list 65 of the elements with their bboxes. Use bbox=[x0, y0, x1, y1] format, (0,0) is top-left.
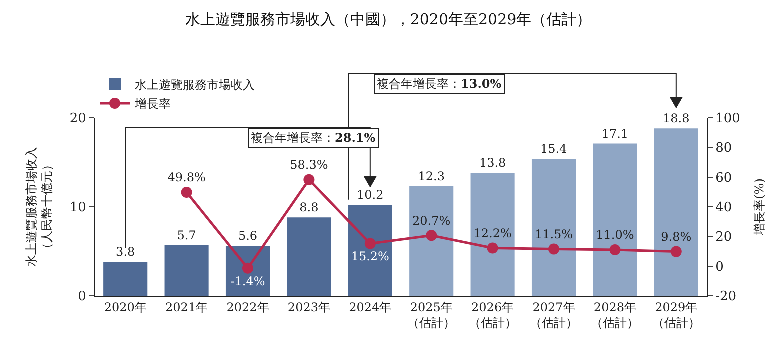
data-label: 3.8 bbox=[116, 245, 136, 260]
data-label: 5.7 bbox=[177, 228, 196, 242]
point bbox=[548, 244, 560, 255]
data-label: 11.0% bbox=[596, 228, 634, 242]
data-label: -1.4% bbox=[230, 274, 266, 288]
data-label: 18.8 bbox=[663, 112, 690, 126]
y-tick-label: 20 bbox=[70, 112, 86, 127]
bar bbox=[348, 205, 392, 296]
y2-tick-label: 20 bbox=[716, 230, 732, 246]
point bbox=[364, 238, 376, 250]
y-tick-label: 0 bbox=[78, 290, 86, 305]
data-label: 20.7% bbox=[412, 214, 451, 228]
bar bbox=[410, 186, 454, 296]
bar bbox=[164, 245, 209, 296]
x-tick-label: 2027年（估計） bbox=[530, 300, 578, 330]
data-label: 5.6 bbox=[238, 229, 258, 244]
y2-tick-label: 80 bbox=[716, 141, 732, 156]
chart-title: 水上遊覽服務市場收入（中國），2020年至2029年（估計） bbox=[185, 10, 592, 28]
bar bbox=[226, 246, 270, 296]
point bbox=[426, 230, 438, 242]
point bbox=[610, 244, 621, 256]
data-label: 15.4 bbox=[540, 142, 568, 156]
legend-label: 增長率 bbox=[134, 97, 171, 112]
x-tick-label: 2024年 bbox=[349, 300, 392, 314]
x-tick-label: 2021年 bbox=[166, 300, 208, 314]
legend-label: 水上遊覽服務市場收入 bbox=[135, 78, 255, 92]
y2-tick-label: 0 bbox=[716, 260, 724, 275]
data-label: 11.5% bbox=[534, 227, 574, 242]
bar bbox=[654, 128, 698, 296]
y-tick-label: 10 bbox=[70, 200, 86, 216]
x-tick-label: 2020年 bbox=[104, 300, 147, 314]
bar bbox=[593, 144, 638, 296]
data-label: 12.2% bbox=[474, 226, 512, 240]
data-label: 13.8 bbox=[479, 156, 506, 170]
y-axis-title: 水上遊覽服務市場收入（人民幣十億元） bbox=[24, 147, 54, 267]
data-label: 17.1 bbox=[602, 126, 629, 141]
point bbox=[670, 246, 682, 258]
bar bbox=[104, 262, 148, 296]
data-label: 9.8% bbox=[661, 230, 692, 244]
point bbox=[304, 174, 315, 186]
y2-tick-label: -20 bbox=[716, 290, 737, 305]
y2-tick-label: 60 bbox=[716, 170, 732, 186]
text: 複合年增長率：13.0% bbox=[377, 77, 502, 91]
x-tick-label: 2029年（估計） bbox=[652, 300, 700, 330]
y2-axis-title: 增長率(%) bbox=[752, 178, 766, 236]
data-label: 58.3% bbox=[290, 158, 328, 172]
x-tick-label: 2023年 bbox=[288, 300, 330, 314]
y2-tick-label: 40 bbox=[716, 200, 732, 216]
bar bbox=[470, 173, 515, 296]
point bbox=[181, 186, 192, 198]
data-label: 49.8% bbox=[168, 170, 206, 185]
x-tick-label: 2022年 bbox=[226, 300, 270, 314]
x-tick-label: 2028年（估計） bbox=[591, 300, 640, 330]
bar bbox=[532, 158, 576, 296]
point bbox=[487, 242, 498, 254]
x-tick-label: 2026年（估計） bbox=[468, 300, 517, 330]
annotation: 複合年增長率：28.1% bbox=[251, 131, 376, 145]
bar bbox=[287, 218, 332, 296]
point bbox=[242, 262, 254, 274]
data-label: 15.2% bbox=[351, 250, 390, 264]
data-label: 8.8 bbox=[300, 200, 319, 215]
x-tick-label: 2025年（估計） bbox=[408, 300, 456, 330]
y2-tick-label: 100 bbox=[716, 112, 740, 127]
data-label: 10.2 bbox=[357, 188, 384, 202]
data-label: 12.3 bbox=[418, 170, 445, 184]
